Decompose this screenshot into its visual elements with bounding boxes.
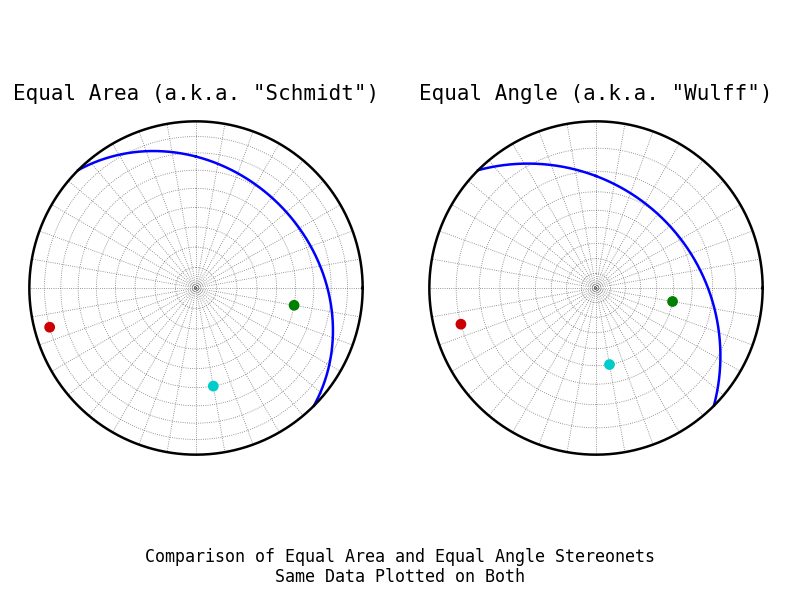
Title: Equal Angle (a.k.a. "Wulff"): Equal Angle (a.k.a. "Wulff"): [419, 83, 773, 104]
Point: [603, 360, 616, 370]
Point: [288, 301, 301, 310]
Point: [43, 322, 56, 332]
Point: [207, 381, 220, 391]
Text: Comparison of Equal Area and Equal Angle Stereonets
Same Data Plotted on Both: Comparison of Equal Area and Equal Angle…: [145, 548, 655, 586]
Point: [454, 319, 467, 329]
Point: [666, 296, 679, 306]
Title: Equal Area (a.k.a. "Schmidt"): Equal Area (a.k.a. "Schmidt"): [13, 83, 379, 104]
